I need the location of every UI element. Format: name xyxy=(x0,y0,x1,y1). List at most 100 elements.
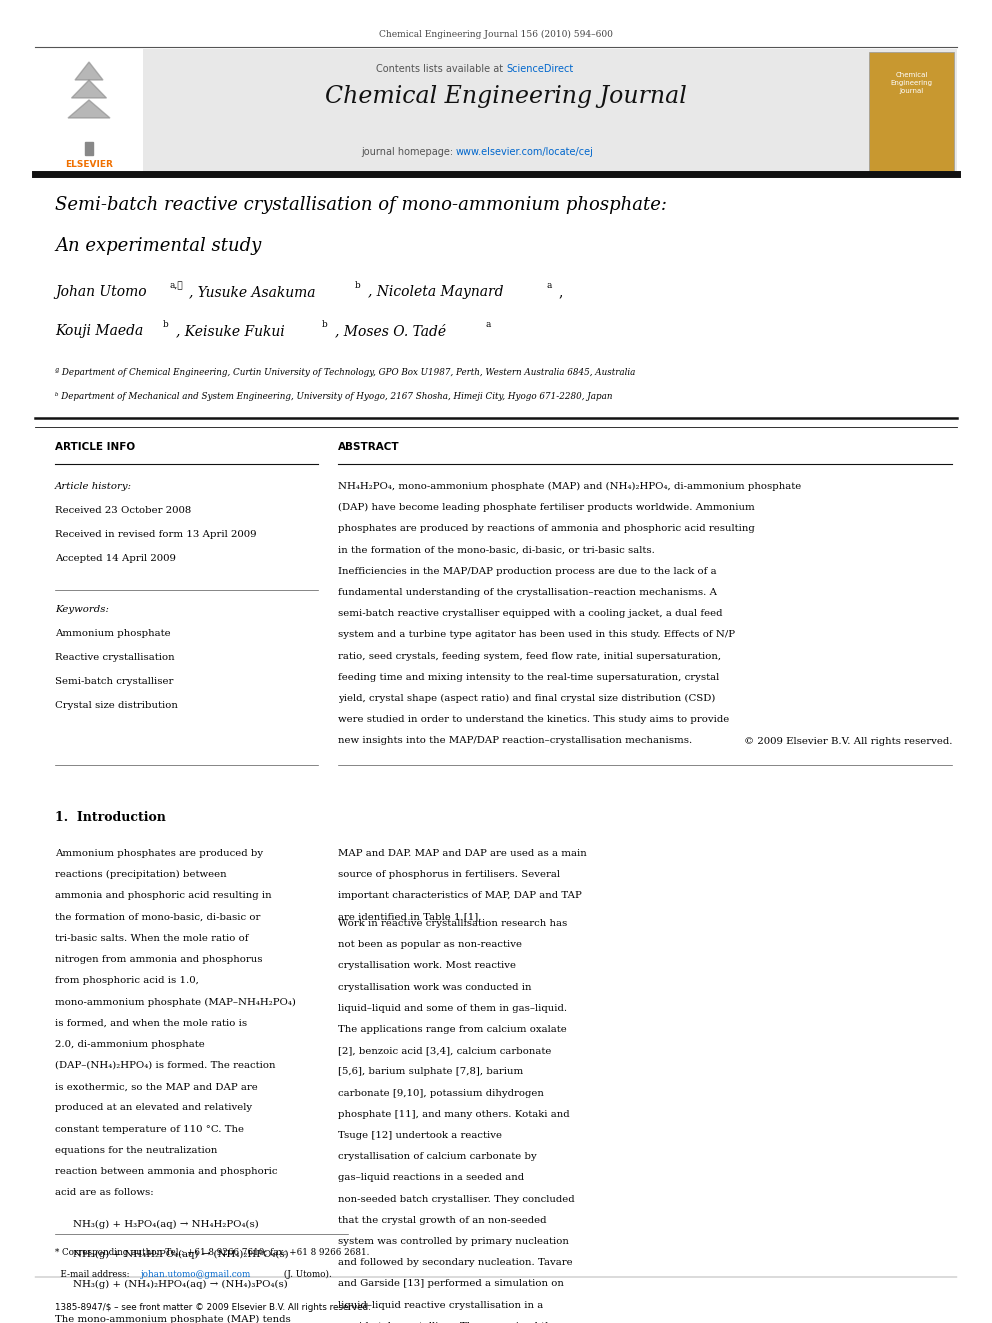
Text: , Yusuke Asakuma: , Yusuke Asakuma xyxy=(189,284,315,299)
Text: ᵇ Department of Mechanical and System Engineering, University of Hyogo, 2167 Sho: ᵇ Department of Mechanical and System En… xyxy=(55,392,612,401)
Text: b: b xyxy=(355,280,361,290)
Text: Semi-batch reactive crystallisation of mono-ammonium phosphate:: Semi-batch reactive crystallisation of m… xyxy=(55,196,667,214)
Text: (J. Utomo).: (J. Utomo). xyxy=(281,1270,331,1279)
Text: Accepted 14 April 2009: Accepted 14 April 2009 xyxy=(55,554,176,564)
Text: © 2009 Elsevier B.V. All rights reserved.: © 2009 Elsevier B.V. All rights reserved… xyxy=(743,737,952,746)
Text: source of phosphorus in fertilisers. Several: source of phosphorus in fertilisers. Sev… xyxy=(338,871,560,880)
Text: Contents lists available at: Contents lists available at xyxy=(376,64,506,74)
Text: carbonate [9,10], potassium dihydrogen: carbonate [9,10], potassium dihydrogen xyxy=(338,1089,544,1098)
Text: reaction between ammonia and phosphoric: reaction between ammonia and phosphoric xyxy=(55,1167,278,1176)
Text: E-mail address:: E-mail address: xyxy=(55,1270,132,1279)
Text: * Corresponding author. Tel.: +61 8 9266 7610; fax: +61 8 9266 2681.: * Corresponding author. Tel.: +61 8 9266… xyxy=(55,1248,369,1257)
Text: feeding time and mixing intensity to the real-time supersaturation, crystal: feeding time and mixing intensity to the… xyxy=(338,673,719,681)
Text: acid are as follows:: acid are as follows: xyxy=(55,1188,154,1197)
Text: equations for the neutralization: equations for the neutralization xyxy=(55,1146,217,1155)
Text: Received in revised form 13 April 2009: Received in revised form 13 April 2009 xyxy=(55,531,257,538)
Text: crystallisation of calcium carbonate by: crystallisation of calcium carbonate by xyxy=(338,1152,537,1162)
Text: b: b xyxy=(163,320,169,329)
Text: tri-basic salts. When the mole ratio of: tri-basic salts. When the mole ratio of xyxy=(55,934,249,943)
Text: constant temperature of 110 °C. The: constant temperature of 110 °C. The xyxy=(55,1125,244,1134)
Text: ARTICLE INFO: ARTICLE INFO xyxy=(55,442,135,452)
Text: nitrogen from ammonia and phosphorus: nitrogen from ammonia and phosphorus xyxy=(55,955,263,964)
Text: produced at an elevated and relatively: produced at an elevated and relatively xyxy=(55,1103,252,1113)
Text: crystallisation work. Most reactive: crystallisation work. Most reactive xyxy=(338,962,516,970)
Text: system and a turbine type agitator has been used in this study. Effects of N/P: system and a turbine type agitator has b… xyxy=(338,630,735,639)
Text: [5,6], barium sulphate [7,8], barium: [5,6], barium sulphate [7,8], barium xyxy=(338,1068,523,1077)
Text: that the crystal growth of an non-seeded: that the crystal growth of an non-seeded xyxy=(338,1216,547,1225)
Text: NH₃(g) + (NH₄)₂HPO₄(aq) → (NH₄)₃PO₄(s): NH₃(g) + (NH₄)₂HPO₄(aq) → (NH₄)₃PO₄(s) xyxy=(73,1279,288,1289)
Text: liquid–liquid reactive crystallisation in a: liquid–liquid reactive crystallisation i… xyxy=(338,1301,544,1310)
Text: non-seeded batch crystalliser. They concluded: non-seeded batch crystalliser. They conc… xyxy=(338,1195,574,1204)
Text: a,⋆: a,⋆ xyxy=(169,280,183,290)
Text: An experimental study: An experimental study xyxy=(55,237,261,255)
Text: ammonia and phosphoric acid resulting in: ammonia and phosphoric acid resulting in xyxy=(55,892,272,901)
Text: Article history:: Article history: xyxy=(55,482,132,491)
Text: Crystal size distribution: Crystal size distribution xyxy=(55,701,178,710)
Text: The mono-ammonium phosphate (MAP) tends: The mono-ammonium phosphate (MAP) tends xyxy=(55,1314,291,1323)
Text: in the formation of the mono-basic, di-basic, or tri-basic salts.: in the formation of the mono-basic, di-b… xyxy=(338,545,655,554)
Text: Semi-batch crystalliser: Semi-batch crystalliser xyxy=(55,677,174,687)
Text: not been as popular as non-reactive: not been as popular as non-reactive xyxy=(338,941,522,949)
Text: ELSEVIER: ELSEVIER xyxy=(65,160,113,169)
Text: , Moses O. Tadé: , Moses O. Tadé xyxy=(335,324,446,337)
Text: a: a xyxy=(546,280,552,290)
Text: liquid–liquid and some of them in gas–liquid.: liquid–liquid and some of them in gas–li… xyxy=(338,1004,567,1013)
Text: new insights into the MAP/DAP reaction–crystallisation mechanisms.: new insights into the MAP/DAP reaction–c… xyxy=(338,737,692,745)
Text: ABSTRACT: ABSTRACT xyxy=(338,442,400,452)
Bar xyxy=(35,49,143,175)
Text: NH₃(g) + NH₄H₂PO₄(aq) → (NH₄)₂HPO₄(s): NH₃(g) + NH₄H₂PO₄(aq) → (NH₄)₂HPO₄(s) xyxy=(73,1249,289,1258)
Text: NH₃(g) + H₃PO₄(aq) → NH₄H₂PO₄(s): NH₃(g) + H₃PO₄(aq) → NH₄H₂PO₄(s) xyxy=(73,1220,259,1229)
Text: Tsuge [12] undertook a reactive: Tsuge [12] undertook a reactive xyxy=(338,1131,502,1140)
Text: a: a xyxy=(485,320,490,329)
Text: NH₄H₂PO₄, mono-ammonium phosphate (MAP) and (NH₄)₂HPO₄, di-ammonium phosphate: NH₄H₂PO₄, mono-ammonium phosphate (MAP) … xyxy=(338,482,802,491)
Text: ScienceDirect: ScienceDirect xyxy=(506,64,573,74)
Text: The applications range from calcium oxalate: The applications range from calcium oxal… xyxy=(338,1025,566,1035)
Text: Ammonium phosphates are produced by: Ammonium phosphates are produced by xyxy=(55,849,263,859)
Polygon shape xyxy=(71,79,106,98)
Text: 1.  Introduction: 1. Introduction xyxy=(55,811,166,824)
Bar xyxy=(35,49,957,175)
Text: 1385-8947/$ – see front matter © 2009 Elsevier B.V. All rights reserved.: 1385-8947/$ – see front matter © 2009 El… xyxy=(55,1303,371,1312)
Polygon shape xyxy=(75,62,103,79)
Text: Received 23 October 2008: Received 23 October 2008 xyxy=(55,505,191,515)
Text: the formation of mono-basic, di-basic or: the formation of mono-basic, di-basic or xyxy=(55,913,260,922)
Text: b: b xyxy=(322,320,327,329)
Text: mono-ammonium phosphate (MAP–NH₄H₂PO₄): mono-ammonium phosphate (MAP–NH₄H₂PO₄) xyxy=(55,998,296,1007)
Text: semi-batch reactive crystalliser equipped with a cooling jacket, a dual feed: semi-batch reactive crystalliser equippe… xyxy=(338,609,722,618)
Text: important characteristics of MAP, DAP and TAP: important characteristics of MAP, DAP an… xyxy=(338,892,581,901)
Text: is formed, and when the mole ratio is: is formed, and when the mole ratio is xyxy=(55,1019,247,1028)
Text: phosphates are produced by reactions of ammonia and phosphoric acid resulting: phosphates are produced by reactions of … xyxy=(338,524,755,533)
Text: [2], benzoic acid [3,4], calcium carbonate: [2], benzoic acid [3,4], calcium carbona… xyxy=(338,1046,552,1056)
Text: Chemical Engineering Journal 156 (2010) 594–600: Chemical Engineering Journal 156 (2010) … xyxy=(379,30,613,40)
Text: Work in reactive crystallisation research has: Work in reactive crystallisation researc… xyxy=(338,919,567,927)
Text: are identified in Table 1 [1].: are identified in Table 1 [1]. xyxy=(338,913,481,922)
Polygon shape xyxy=(85,142,93,155)
Text: 2.0, di-ammonium phosphate: 2.0, di-ammonium phosphate xyxy=(55,1040,204,1049)
Text: ratio, seed crystals, feeding system, feed flow rate, initial supersaturation,: ratio, seed crystals, feeding system, fe… xyxy=(338,652,721,660)
Text: Chemical Engineering Journal: Chemical Engineering Journal xyxy=(325,85,686,108)
Polygon shape xyxy=(68,101,110,118)
Text: ,: , xyxy=(558,284,562,299)
Text: yield, crystal shape (aspect ratio) and final crystal size distribution (CSD): yield, crystal shape (aspect ratio) and … xyxy=(338,695,715,703)
Text: journal homepage:: journal homepage: xyxy=(361,147,456,157)
Text: , Nicoleta Maynard: , Nicoleta Maynard xyxy=(368,284,504,299)
Text: Inefficiencies in the MAP/DAP production process are due to the lack of a: Inefficiencies in the MAP/DAP production… xyxy=(338,566,716,576)
Text: johan.utomo@gmail.com: johan.utomo@gmail.com xyxy=(141,1270,251,1279)
Text: Reactive crystallisation: Reactive crystallisation xyxy=(55,654,175,662)
Text: ª Department of Chemical Engineering, Curtin University of Technology, GPO Box U: ª Department of Chemical Engineering, Cu… xyxy=(55,368,635,377)
Text: fundamental understanding of the crystallisation–reaction mechanisms. A: fundamental understanding of the crystal… xyxy=(338,587,717,597)
Bar xyxy=(869,52,954,171)
Text: system was controlled by primary nucleation: system was controlled by primary nucleat… xyxy=(338,1237,568,1246)
Text: were studied in order to understand the kinetics. This study aims to provide: were studied in order to understand the … xyxy=(338,716,729,724)
Text: is exothermic, so the MAP and DAP are: is exothermic, so the MAP and DAP are xyxy=(55,1082,258,1091)
Text: (DAP–(NH₄)₂HPO₄) is formed. The reaction: (DAP–(NH₄)₂HPO₄) is formed. The reaction xyxy=(55,1061,276,1070)
Text: and followed by secondary nucleation. Tavare: and followed by secondary nucleation. Ta… xyxy=(338,1258,572,1267)
Text: Johan Utomo: Johan Utomo xyxy=(55,284,147,299)
Text: MAP and DAP. MAP and DAP are used as a main: MAP and DAP. MAP and DAP are used as a m… xyxy=(338,849,586,859)
Text: gas–liquid reactions in a seeded and: gas–liquid reactions in a seeded and xyxy=(338,1174,524,1183)
Text: Ammonium phosphate: Ammonium phosphate xyxy=(55,628,171,638)
Text: and Garside [13] performed a simulation on: and Garside [13] performed a simulation … xyxy=(338,1279,563,1289)
Text: from phosphoric acid is 1.0,: from phosphoric acid is 1.0, xyxy=(55,976,198,986)
Text: Kouji Maeda: Kouji Maeda xyxy=(55,324,143,337)
Text: www.elsevier.com/locate/cej: www.elsevier.com/locate/cej xyxy=(456,147,594,157)
